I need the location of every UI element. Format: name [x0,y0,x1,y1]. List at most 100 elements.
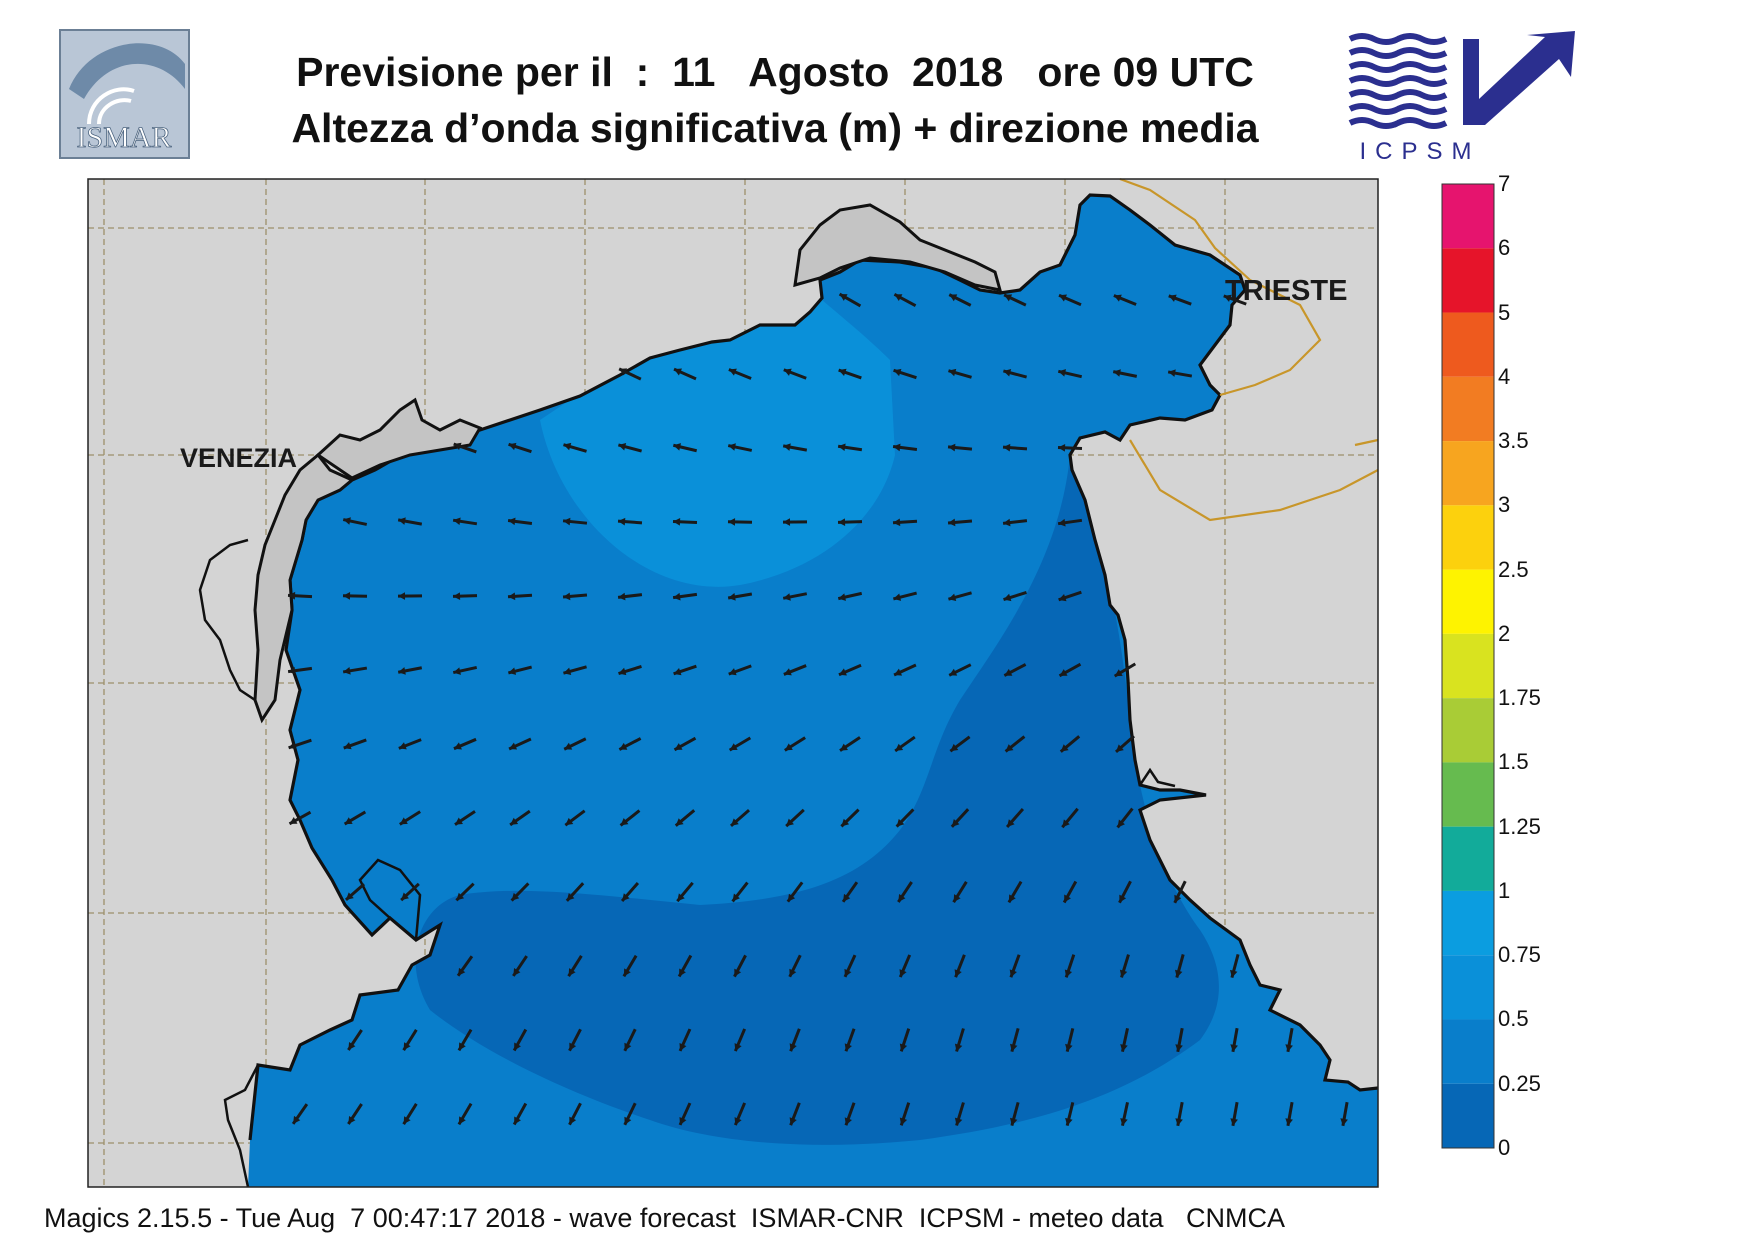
direction-arrow-head [566,893,575,901]
direction-arrow-head [619,742,628,750]
direction-arrow-head [1120,1118,1128,1126]
direction-arrow-head [1060,744,1069,752]
direction-arrow-head [1119,969,1128,978]
direction-arrow-head [1009,1117,1018,1126]
direction-arrow-head [734,1117,742,1126]
direction-arrow-head [453,667,461,675]
direction-arrow-head [508,442,517,451]
title-line1: Previsione per il : 11 Agosto 2018 ore 0… [296,49,1254,95]
direction-arrow-head [623,968,631,977]
direction-arrow-head [894,294,903,302]
direction-arrow-head [289,817,298,824]
direction-arrow-head [728,593,736,601]
direction-arrow-head [899,969,907,978]
direction-arrow-head [456,892,465,901]
direction-arrow-head [510,817,519,825]
direction-arrow-head [783,443,791,451]
direction-arrow-head [895,743,904,751]
direction-arrow-head [343,517,351,525]
direction-arrow-head [844,1117,852,1126]
direction-arrow-head [458,1116,466,1125]
direction-arrow-head [514,1042,521,1051]
venice-islands [315,397,483,480]
icpsm-logo-text: ICPSM [1359,138,1480,164]
legend-box [1442,826,1494,891]
legend-label: 0 [1498,1135,1511,1160]
direction-arrow-head [509,742,518,750]
direction-arrow-head [789,1117,797,1126]
direction-arrow-head [674,368,682,376]
direction-arrow-head [288,591,296,600]
direction-arrow-head [513,968,521,976]
direction-arrow-head [1004,668,1013,676]
direction-arrow-head [453,592,461,600]
direction-arrow-head [453,517,461,526]
direction-arrow-head [838,593,846,601]
map-frame [87,178,1379,1188]
direction-arrow-head [838,668,847,676]
direction-arrow-head [514,1116,521,1125]
direction-arrow-head [1113,294,1122,302]
legend-box [1442,184,1494,249]
direction-arrow-head [1058,593,1067,602]
direction-arrow-head [622,893,630,902]
direction-arrow-head [728,368,737,376]
direction-arrow-head [674,743,683,750]
legend-label: 4 [1498,363,1511,389]
direction-arrow-head [841,818,850,827]
page-title: Previsione per il : 11 Agosto 2018 ore 0… [210,44,1340,156]
direction-arrow-head [569,1116,577,1125]
direction-arrow-head [1065,1043,1073,1052]
direction-arrow-head [293,1115,301,1124]
direction-arrow-head [1062,819,1070,828]
direction-arrow-head [728,668,737,676]
direction-arrow-head [948,368,957,377]
direction-arrow-head [673,592,681,601]
direction-arrow-head [343,667,351,675]
direction-arrow-head [398,742,407,750]
direction-arrow-head [343,592,351,600]
direction-arrow-head [344,817,353,825]
legend-box [1442,633,1494,699]
direction-arrow-head [1008,894,1016,903]
direction-arrow-head [948,518,956,527]
direction-arrow-head [508,667,517,675]
direction-arrow-head [1058,518,1066,527]
legend-box [1442,376,1494,442]
direction-arrow-head [679,1042,687,1051]
direction-arrow-head [1007,819,1015,828]
direction-arrow-head [508,517,516,526]
legend-label: 0.25 [1498,1070,1541,1096]
legend-box [1442,1019,1494,1084]
label-venezia: VENEZIA [180,443,297,473]
direction-arrow-head [673,517,681,526]
direction-arrow-head [1065,1117,1073,1126]
direction-arrow-head [786,818,794,827]
direction-arrow-head [563,667,572,676]
legend-label: 1.25 [1498,813,1541,839]
direction-arrow-head [1340,1118,1348,1126]
direction-arrow-head [728,443,736,451]
legend-label: 1.75 [1498,685,1541,711]
legend-label: 0.5 [1498,1006,1529,1032]
direction-arrow-head [1114,669,1123,677]
legend-box [1442,248,1494,313]
legend-box [1442,505,1494,570]
direction-arrow-head [677,893,685,902]
wave-direction-arrows [287,292,1349,1127]
direction-arrow-head [1175,1044,1183,1052]
direction-arrow-head [348,1116,356,1125]
direction-arrow-head [398,592,406,600]
label-trieste: TRIESTE [1225,275,1347,307]
direction-arrow-head [508,592,516,601]
direction-arrow-head [784,743,793,751]
direction-arrow-head [899,1043,908,1052]
direction-arrow-head [789,968,797,977]
direction-arrow-head [1004,294,1013,302]
direction-arrow-head [453,742,462,750]
direction-arrow-head [1003,593,1012,602]
direction-arrow-head [783,668,792,676]
direction-arrow-head [455,817,463,825]
legend-box [1442,569,1494,634]
legend-frame [1441,183,1495,1149]
